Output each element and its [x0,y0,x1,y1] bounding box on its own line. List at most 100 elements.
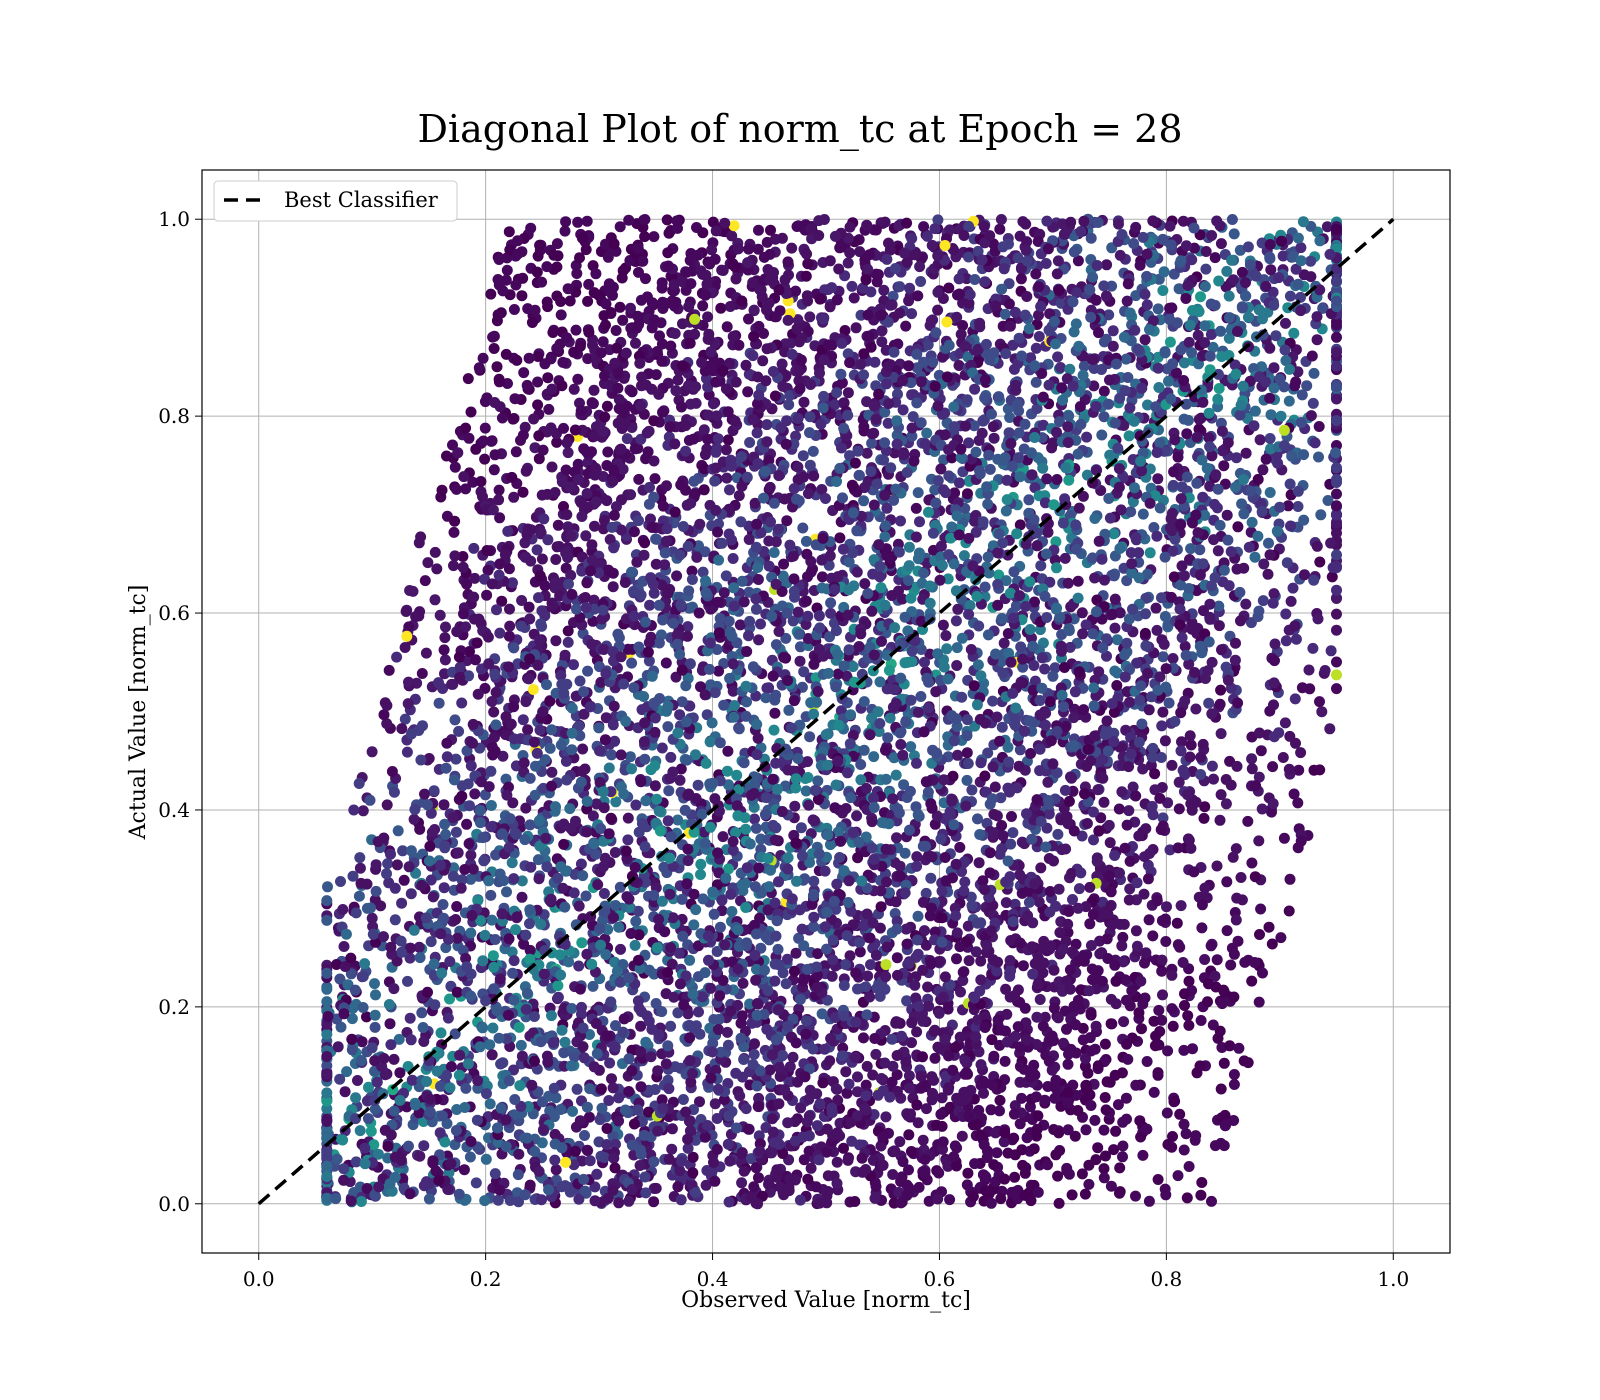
scatter-point [561,774,573,786]
scatter-point [634,1160,646,1171]
scatter-point [736,1177,748,1189]
scatter-point [588,594,600,606]
scatter-point [682,1008,694,1020]
scatter-point [675,1194,687,1206]
scatter-point [557,356,569,368]
scatter-point [697,566,709,578]
scatter-point [861,219,873,231]
scatter-point [1246,753,1258,765]
scatter-point [1260,453,1272,465]
scatter-point [1159,735,1171,747]
scatter-point [1111,634,1123,646]
scatter-point [460,422,472,434]
scatter-point [1017,216,1029,228]
scatter-point [582,665,594,677]
scatter-point [1157,812,1169,824]
scatter-point [1056,382,1068,394]
scatter-point [994,223,1006,235]
scatter-point [694,1096,705,1108]
scatter-point [661,214,673,226]
scatter-point [640,1187,652,1199]
scatter-point [770,536,782,548]
scatter-point [825,607,837,619]
scatter-point [1151,624,1163,636]
scatter-point [1002,741,1014,753]
scatter-point [886,590,898,601]
scatter-point [764,1064,776,1076]
scatter-point [524,918,535,930]
scatter-point [831,294,843,306]
scatter-point [1167,653,1179,664]
scatter-point [489,1168,501,1180]
scatter-point [1313,451,1324,463]
scatter-point [1164,336,1176,348]
scatter-point [1076,1168,1088,1180]
scatter-point [337,904,349,915]
scatter-point [414,1150,426,1162]
scatter-point [1027,968,1039,980]
scatter-point [1130,290,1142,302]
scatter-point [665,1020,677,1032]
scatter-point [956,691,968,703]
scatter-point [599,852,611,864]
scatter-point [954,941,966,953]
scatter-point [403,676,414,688]
scatter-point [444,956,456,967]
scatter-point [1111,680,1123,691]
scatter-point [1315,509,1327,521]
scatter-point [425,936,437,948]
scatter-point [965,891,977,903]
scatter-point [1041,215,1053,227]
scatter-point [1149,1040,1161,1052]
scatter-point [1037,1020,1049,1032]
scatter-point [675,599,687,611]
scatter-point [472,895,484,907]
scatter-point [1331,549,1342,561]
scatter-point [550,635,562,647]
scatter-point [635,1020,647,1032]
scatter-point [1088,380,1100,392]
scatter-point [671,570,683,582]
scatter-point [1193,423,1205,435]
scatter-point [448,526,460,538]
scatter-point [1156,720,1168,732]
scatter-point [906,233,918,244]
scatter-point [418,1036,430,1047]
scatter-point [757,355,769,367]
scatter-point [840,959,851,970]
scatter-point [469,572,481,584]
scatter-point [904,282,916,294]
scatter-point [1264,251,1276,263]
scatter-point [617,1026,629,1038]
scatter-point [572,373,584,385]
scatter-point [753,634,765,646]
scatter-point [438,799,450,811]
scatter-point [999,1055,1011,1067]
scatter-point [684,1125,696,1137]
scatter-point [657,406,668,418]
scatter-point [1017,960,1029,972]
scatter-point [943,1082,955,1094]
scatter-point [549,801,561,813]
scatter-point [1280,635,1292,647]
scatter-point [1109,665,1121,677]
scatter-point [994,848,1006,860]
scatter-point [699,463,710,475]
scatter-point [830,681,842,693]
scatter-point [1127,781,1139,793]
scatter-point [1172,1170,1184,1182]
scatter-point [786,242,798,254]
scatter-point [723,863,734,875]
scatter-point [1182,1010,1194,1022]
scatter-point [1181,471,1193,483]
scatter-point [1284,730,1296,742]
scatter-point [749,1038,760,1050]
scatter-point [1187,1043,1198,1055]
scatter-point [1200,246,1212,257]
scatter-point [834,242,846,254]
scatter-point [580,890,592,902]
scatter-point [433,697,445,709]
scatter-point [821,906,833,918]
scatter-point [794,1194,806,1206]
scatter-point [1039,663,1051,675]
